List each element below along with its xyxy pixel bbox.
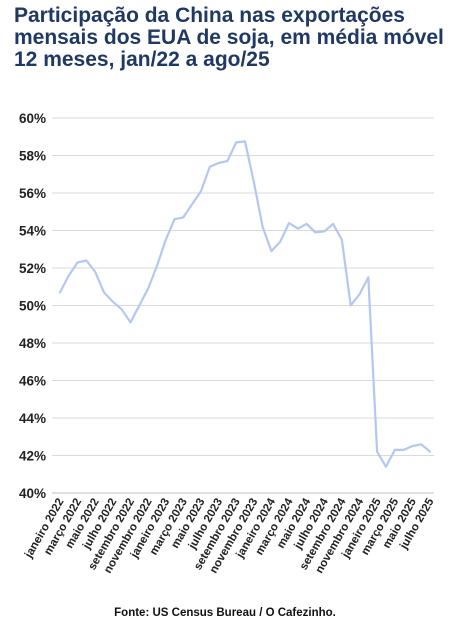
y-tick-label: 48%: [19, 336, 46, 351]
y-tick-label: 60%: [19, 111, 46, 126]
y-tick-label: 42%: [19, 449, 46, 464]
y-tick-label: 40%: [19, 486, 46, 501]
chart-title: Participação da China nas exportações me…: [14, 4, 444, 71]
y-tick-label: 52%: [19, 261, 46, 276]
y-tick-label: 54%: [19, 224, 46, 239]
series-line: [58, 140, 432, 468]
series-group: [58, 140, 432, 468]
y-tick-label: 46%: [19, 374, 46, 389]
y-tick-label: 56%: [19, 186, 46, 201]
source-note: Fonte: US Census Bureau / O Cafezinho.: [114, 607, 336, 619]
y-tick-label: 58%: [19, 149, 46, 164]
y-axis: 40% 42% 44% 46% 48% 50% 52% 54% 56% 58% 60%: [19, 111, 46, 501]
y-tick-label: 44%: [19, 411, 46, 426]
y-tick-label: 50%: [19, 299, 46, 314]
